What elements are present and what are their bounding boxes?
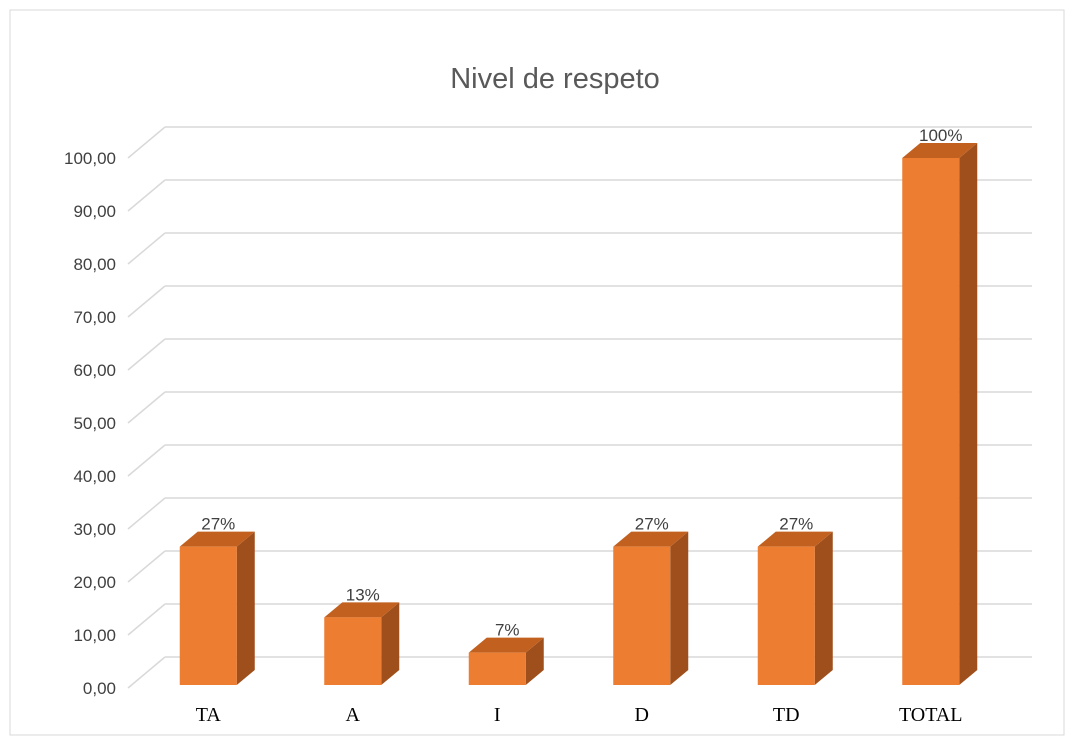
grid-line-side (127, 550, 166, 583)
grid-line-side (127, 179, 166, 212)
y-tick-label: 40,00 (73, 467, 116, 486)
bar-top (324, 602, 400, 618)
grid-line-side (127, 126, 166, 159)
data-label: 27% (201, 515, 235, 534)
grid-line-side (127, 285, 166, 318)
bar-top (902, 143, 978, 158)
bar (324, 617, 382, 685)
bar-side (381, 602, 400, 685)
grid-line-side (127, 391, 166, 424)
data-label: 27% (779, 515, 813, 534)
bar (902, 158, 960, 685)
y-tick-label: 60,00 (73, 361, 116, 380)
grid-line-side (127, 656, 166, 689)
x-tick-label: TA (196, 704, 222, 726)
y-tick-label: 90,00 (73, 202, 116, 221)
x-tick-label: TOTAL (899, 704, 963, 726)
grid-line-side (127, 444, 166, 477)
bar-side (670, 531, 689, 685)
x-tick-label: A (346, 704, 361, 726)
x-tick-label: D (635, 704, 649, 726)
bar-side (814, 531, 833, 685)
bar (757, 546, 815, 685)
data-label: 7% (495, 621, 520, 640)
bar-top (468, 637, 544, 653)
x-tick-label: I (494, 704, 501, 726)
grid-line-side (127, 603, 166, 636)
y-tick-label: 20,00 (73, 573, 116, 592)
y-tick-label: 10,00 (73, 626, 116, 645)
grid-line-side (127, 497, 166, 530)
grid-line-side (127, 232, 166, 265)
bar-side (525, 637, 544, 685)
data-label: 100% (919, 126, 962, 145)
bar-side (959, 143, 978, 685)
y-tick-label: 0,00 (83, 679, 116, 698)
grid-line-side (127, 338, 166, 371)
y-tick-label: 50,00 (73, 414, 116, 433)
bar-side (236, 531, 255, 685)
y-tick-label: 100,00 (64, 149, 116, 168)
bar-top (757, 531, 833, 547)
y-tick-label: 70,00 (73, 308, 116, 327)
x-tick-label: TD (773, 704, 800, 726)
bar (179, 546, 237, 685)
bar-top (179, 531, 255, 547)
bar-top (613, 531, 689, 547)
y-tick-label: 30,00 (73, 520, 116, 539)
data-label: 27% (635, 515, 669, 534)
data-label: 13% (346, 585, 380, 604)
bar (468, 652, 526, 685)
chart-title: Nivel de respeto (450, 63, 660, 95)
y-tick-label: 80,00 (73, 255, 116, 274)
bar (613, 546, 671, 685)
